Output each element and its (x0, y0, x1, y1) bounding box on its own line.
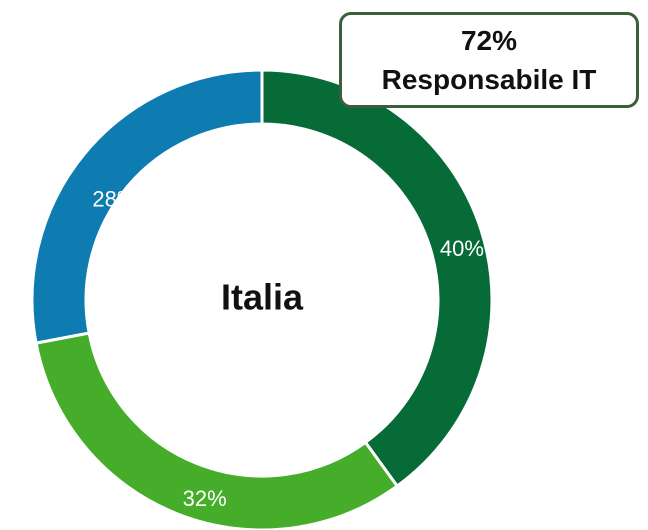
slice-labels: 40% 32% 28% (92, 186, 483, 510)
donut-slice-3 (30, 68, 264, 345)
callout-percent: 72% (460, 25, 518, 56)
callout-label: Responsabile IT (381, 64, 597, 95)
donut-slices (30, 68, 494, 530)
donut-slice-1 (260, 68, 494, 489)
slice-label-2: 32% (183, 486, 227, 511)
callout-box: 72% Responsabile IT (339, 12, 639, 108)
slice-label-1: 40% (440, 236, 484, 261)
center-label: Italia (221, 277, 304, 318)
slice-label-3: 28% (92, 186, 136, 211)
